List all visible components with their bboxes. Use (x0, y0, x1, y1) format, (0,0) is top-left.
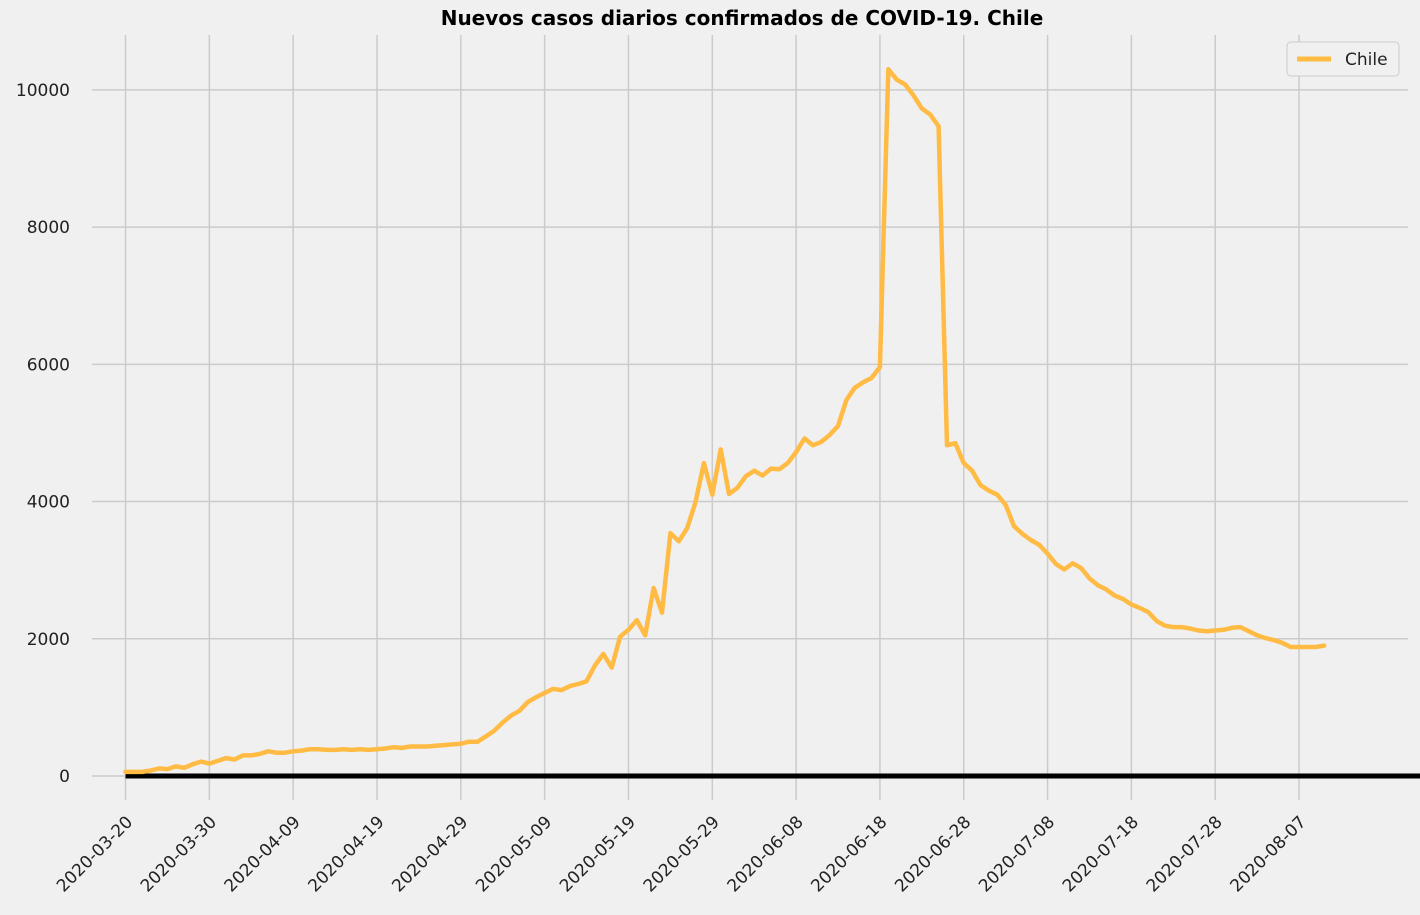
x-tick-label: 2020-04-09 (221, 812, 305, 896)
series-line-chile (123, 67, 1327, 775)
x-tick-label: 2020-04-19 (305, 812, 389, 896)
legend-label: Chile (1345, 50, 1388, 70)
x-tick-label: 2020-07-08 (975, 812, 1059, 896)
x-tick-label: 2020-03-20 (53, 812, 137, 896)
legend: Chile (1286, 41, 1400, 77)
y-tick-labels: 0 2000 4000 6000 8000 10000 (16, 81, 70, 787)
x-tick-labels: 2020-03-20 2020-03-30 2020-04-09 2020-04-19… (53, 812, 1311, 896)
x-tick-label: 2020-06-18 (807, 812, 891, 896)
y-tick-label: 4000 (27, 493, 70, 513)
x-tick-label: 2020-05-29 (640, 812, 724, 896)
y-tick-label: 6000 (27, 355, 70, 375)
x-tick-label: 2020-06-08 (724, 812, 808, 896)
y-tick-label: 10000 (16, 81, 70, 101)
y-tick-label: 2000 (27, 630, 70, 650)
series-layer (123, 67, 1327, 775)
x-tick-label: 2020-05-09 (472, 812, 556, 896)
y-tick-label: 8000 (27, 218, 70, 238)
x-tick-label: 2020-04-29 (388, 812, 472, 896)
x-tick-label: 2020-08-07 (1227, 812, 1311, 896)
legend-box (1286, 41, 1400, 77)
x-tick-label: 2020-07-28 (1143, 812, 1227, 896)
grid-lines (92, 35, 1408, 800)
x-tick-label: 2020-07-18 (1059, 812, 1143, 896)
chart-title: Nuevos casos diarios confirmados de COVI… (441, 6, 1044, 30)
x-tick-label: 2020-05-19 (556, 812, 640, 896)
y-tick-label: 0 (59, 767, 70, 787)
x-tick-label: 2020-06-28 (891, 812, 975, 896)
x-tick-label: 2020-03-30 (137, 812, 221, 896)
